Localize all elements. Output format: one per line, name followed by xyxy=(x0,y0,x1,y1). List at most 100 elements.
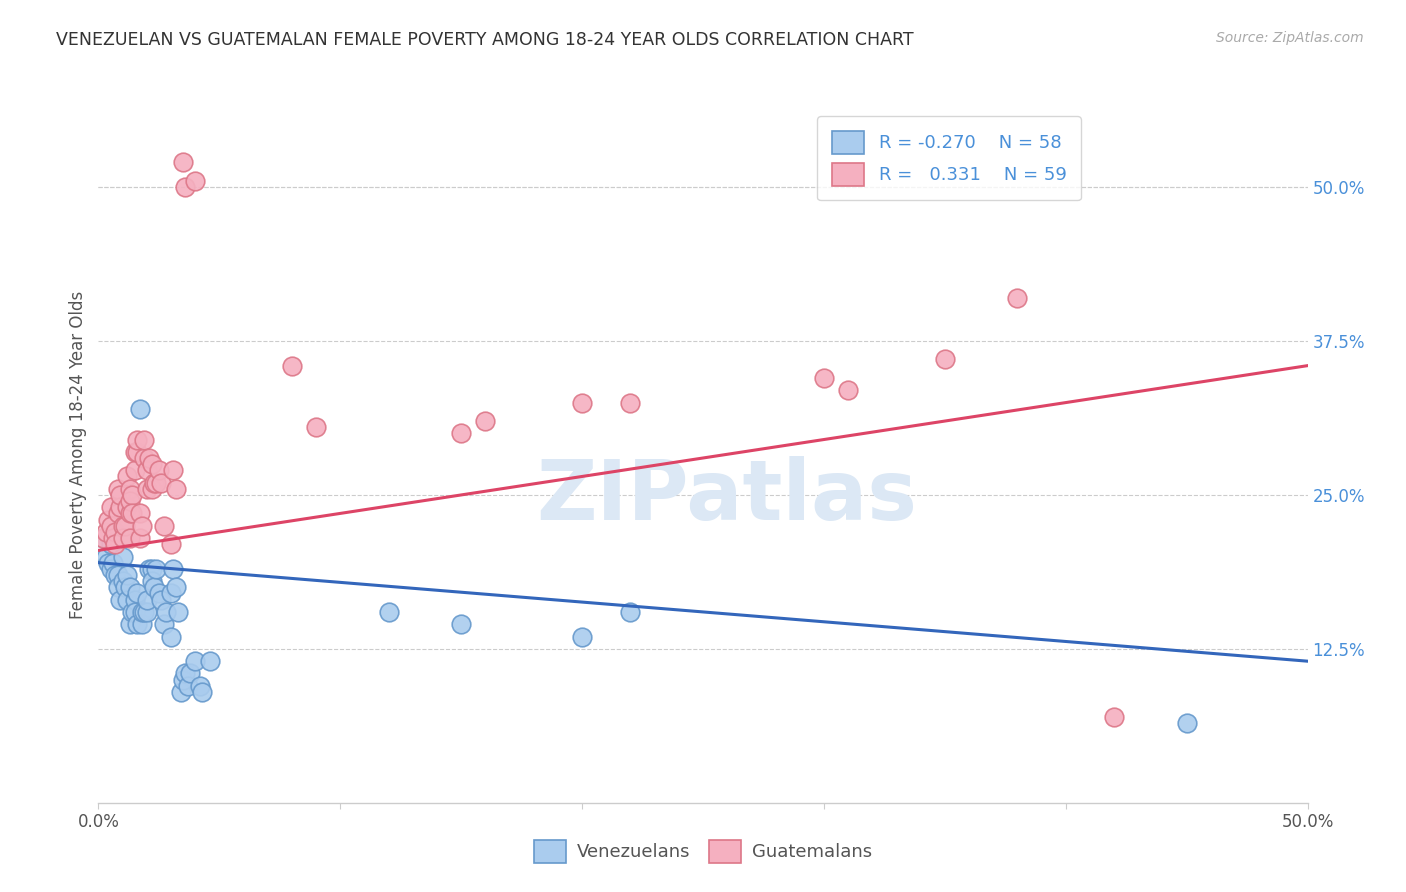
Point xyxy=(131,518,153,533)
Point xyxy=(141,574,163,589)
Point xyxy=(160,537,183,551)
Point xyxy=(813,371,835,385)
Point xyxy=(174,180,197,194)
Point xyxy=(172,673,194,687)
Point xyxy=(141,562,163,576)
Point xyxy=(135,463,157,477)
Point xyxy=(148,463,170,477)
Point xyxy=(104,537,127,551)
Point xyxy=(111,531,134,545)
Point xyxy=(124,463,146,477)
Point xyxy=(91,531,114,545)
Point xyxy=(1102,709,1125,723)
Point xyxy=(184,654,207,668)
Point xyxy=(134,605,156,619)
Point xyxy=(160,586,183,600)
Point xyxy=(117,469,139,483)
Point xyxy=(162,562,184,576)
Point xyxy=(155,605,177,619)
Point xyxy=(127,617,149,632)
Point xyxy=(162,463,184,477)
Point xyxy=(934,352,956,367)
Point xyxy=(104,568,127,582)
Point xyxy=(1175,715,1198,730)
Point xyxy=(128,401,150,416)
Point xyxy=(118,494,141,508)
Point xyxy=(619,395,641,409)
Point xyxy=(188,679,211,693)
Point xyxy=(117,500,139,515)
Point xyxy=(107,568,129,582)
Point xyxy=(127,445,149,459)
Point xyxy=(143,580,166,594)
Text: ZIPatlas: ZIPatlas xyxy=(537,456,918,537)
Point xyxy=(191,685,214,699)
Point xyxy=(174,666,197,681)
Point xyxy=(114,518,136,533)
Point xyxy=(108,500,131,515)
Point xyxy=(111,531,134,545)
Point xyxy=(198,654,221,668)
Point xyxy=(100,518,122,533)
Point xyxy=(100,500,122,515)
Point xyxy=(134,450,156,465)
Point xyxy=(135,482,157,496)
Point xyxy=(114,580,136,594)
Point xyxy=(148,586,170,600)
Y-axis label: Female Poverty Among 18-24 Year Olds: Female Poverty Among 18-24 Year Olds xyxy=(69,291,87,619)
Point xyxy=(619,605,641,619)
Point xyxy=(118,482,141,496)
Point xyxy=(152,518,174,533)
Point xyxy=(101,556,124,570)
Point xyxy=(118,531,141,545)
Point xyxy=(107,482,129,496)
Point xyxy=(107,507,129,521)
Point xyxy=(121,605,143,619)
Point xyxy=(169,685,191,699)
Point xyxy=(104,524,127,539)
Point xyxy=(377,605,399,619)
Point xyxy=(165,482,187,496)
Point xyxy=(145,475,167,490)
Point xyxy=(111,549,134,564)
Point xyxy=(134,433,156,447)
Point xyxy=(121,507,143,521)
Point xyxy=(97,512,120,526)
Point xyxy=(127,586,149,600)
Point xyxy=(145,562,167,576)
Point xyxy=(128,507,150,521)
Point xyxy=(107,580,129,594)
Point xyxy=(104,524,127,539)
Point xyxy=(121,488,143,502)
Point xyxy=(117,568,139,582)
Point xyxy=(165,580,187,594)
Point xyxy=(450,617,472,632)
Point xyxy=(97,556,120,570)
Point xyxy=(138,450,160,465)
Point xyxy=(571,395,593,409)
Point xyxy=(138,562,160,576)
Point xyxy=(91,531,114,545)
Point xyxy=(160,630,183,644)
Point xyxy=(184,174,207,188)
Point xyxy=(152,617,174,632)
Point xyxy=(571,630,593,644)
Point xyxy=(124,445,146,459)
Point xyxy=(118,580,141,594)
Point xyxy=(172,155,194,169)
Point xyxy=(141,482,163,496)
Text: VENEZUELAN VS GUATEMALAN FEMALE POVERTY AMONG 18-24 YEAR OLDS CORRELATION CHART: VENEZUELAN VS GUATEMALAN FEMALE POVERTY … xyxy=(56,31,914,49)
Point xyxy=(150,475,173,490)
Point xyxy=(94,524,117,539)
Point xyxy=(143,475,166,490)
Point xyxy=(141,457,163,471)
Point xyxy=(131,617,153,632)
Point xyxy=(150,592,173,607)
Point xyxy=(108,592,131,607)
Point xyxy=(135,592,157,607)
Point xyxy=(124,592,146,607)
Legend: Venezuelans, Guatemalans: Venezuelans, Guatemalans xyxy=(519,825,887,877)
Point xyxy=(474,414,496,428)
Point xyxy=(111,518,134,533)
Point xyxy=(131,605,153,619)
